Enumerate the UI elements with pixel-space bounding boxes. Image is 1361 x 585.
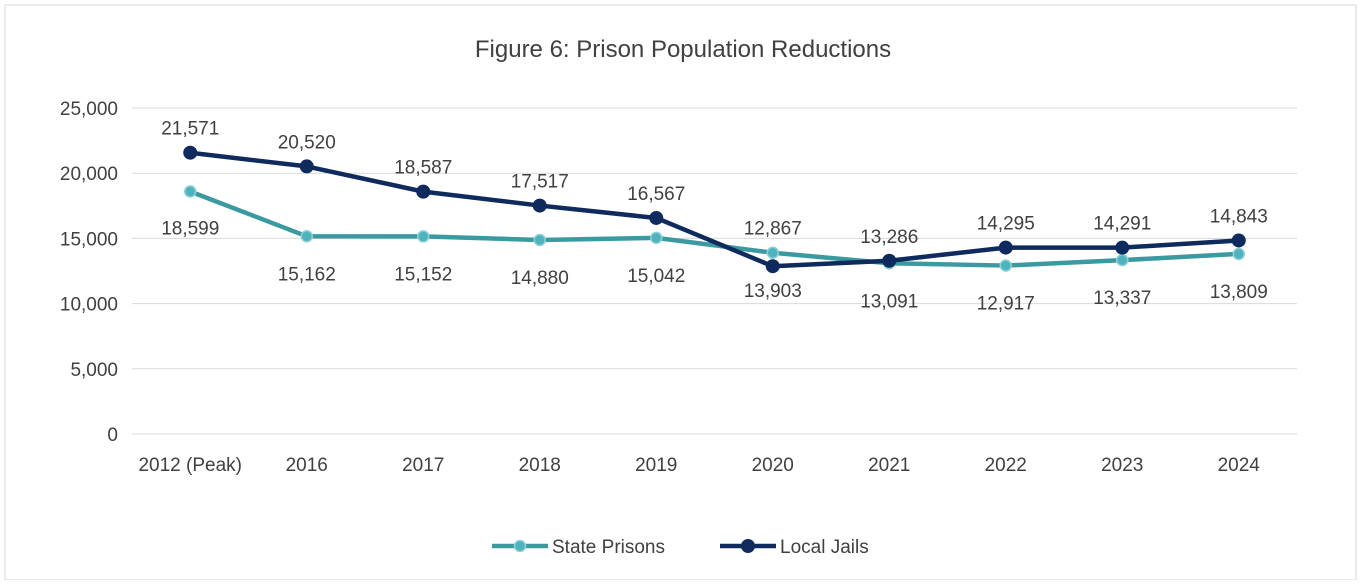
x-tick-label: 2017 [402,455,444,476]
data-point [999,259,1012,272]
x-tick-label: 2016 [286,455,328,476]
x-tick-label: 2018 [519,455,561,476]
data-label: 15,042 [627,266,685,287]
data-label: 15,152 [394,264,452,285]
x-tick-label: 2022 [985,455,1027,476]
data-point [650,231,663,245]
data-point [416,184,431,199]
data-label: 13,091 [860,291,918,312]
legend-item: Local Jails [720,537,869,558]
legend-swatch-marker [741,539,755,553]
data-label: 18,587 [394,158,452,179]
x-tick-label: 2012 (Peak) [138,455,242,476]
series-lines [183,145,1246,274]
data-point [532,198,547,213]
y-tick-label: 25,000 [60,99,118,120]
data-point [533,233,546,247]
series-line [189,189,1239,268]
y-axis-tick-labels: 0 5,000 10,000 15,000 20,000 25,000 [60,99,118,446]
series-line [189,150,1239,269]
data-point [299,159,314,174]
x-tick-label: 2019 [635,455,677,476]
data-point [1116,253,1129,267]
data-point [183,145,198,160]
data-point [998,240,1013,255]
data-label: 13,809 [1210,282,1268,303]
chart-border [4,4,1357,581]
data-point [417,230,430,243]
data-label: 17,517 [511,172,569,193]
data-point [1231,233,1246,248]
data-label: 20,520 [278,132,336,153]
data-point [184,185,197,198]
chart-title: Figure 6: Prison Population Reductions [475,36,891,63]
data-point [300,230,313,243]
series-local-jails [183,145,1246,274]
x-tick-label: 2020 [752,455,794,476]
data-label: 14,880 [511,268,569,289]
data-point [1115,240,1130,255]
data-point [882,253,897,268]
data-label: 15,162 [278,264,336,285]
data-label: 14,843 [1210,206,1268,227]
data-labels: 18,599 15,162 15,152 14,880 15,042 13,903 13,0… [161,119,1268,315]
y-tick-label: 20,000 [60,164,118,185]
data-label: 13,286 [860,227,918,248]
data-label: 14,295 [977,214,1035,235]
data-label: 13,337 [1093,288,1151,309]
x-tick-label: 2021 [868,455,910,476]
legend: State Prisons Local Jails [492,537,869,558]
data-label: 12,867 [744,219,802,240]
data-label: 14,291 [1093,214,1151,235]
data-label: 21,571 [161,119,219,140]
data-label: 13,903 [744,281,802,302]
legend-item: State Prisons [492,537,665,558]
data-point [766,246,779,259]
data-point [649,210,664,225]
data-label: 18,599 [161,218,219,239]
data-label: 12,917 [977,294,1035,315]
legend-label: State Prisons [552,537,665,558]
x-axis-tick-labels: 2012 (Peak) 2016 2017 2018 2019 2020 2021 2022 2… [138,455,1260,476]
y-tick-label: 0 [107,425,118,446]
data-label: 16,567 [627,184,685,205]
y-tick-label: 5,000 [70,360,118,381]
legend-label: Local Jails [780,537,869,558]
x-tick-label: 2024 [1218,455,1261,476]
data-point [765,259,780,274]
y-tick-label: 10,000 [60,295,118,316]
y-tick-label: 15,000 [60,229,118,250]
data-point [1232,247,1245,261]
legend-swatch-marker [513,539,527,553]
x-tick-label: 2023 [1101,455,1143,476]
